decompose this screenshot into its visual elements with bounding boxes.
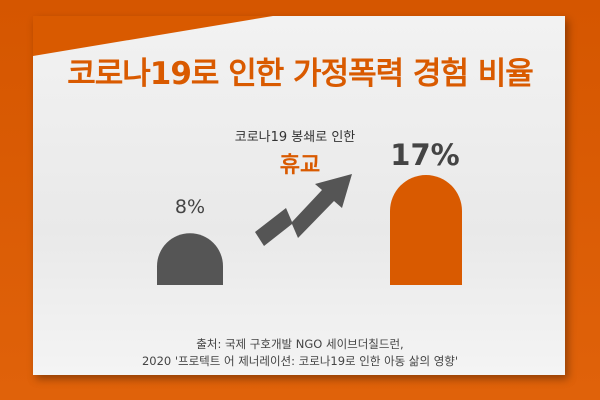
page-curl [33, 16, 273, 56]
bar-1 [390, 175, 462, 285]
bar-0 [157, 233, 223, 285]
paper-sheet [33, 16, 565, 375]
trend-arrow-icon [255, 174, 352, 246]
source-line1: 출처: 국제 구호개발 NGO 세이브더칠드런, [196, 337, 404, 351]
data-label-1: 17% [390, 138, 460, 172]
annotation-line2: 휴교 [279, 153, 321, 178]
source-line2: 2020 '프로텍트 어 제너레이션: 코로나19로 인한 아동 삶의 영향' [141, 354, 459, 368]
chart-title: 코로나19로 인한 가정폭력 경험 비율 [67, 56, 534, 92]
annotation-line1: 코로나19 봉쇄로 인한 [234, 130, 356, 145]
data-label-0: 8% [174, 196, 206, 218]
